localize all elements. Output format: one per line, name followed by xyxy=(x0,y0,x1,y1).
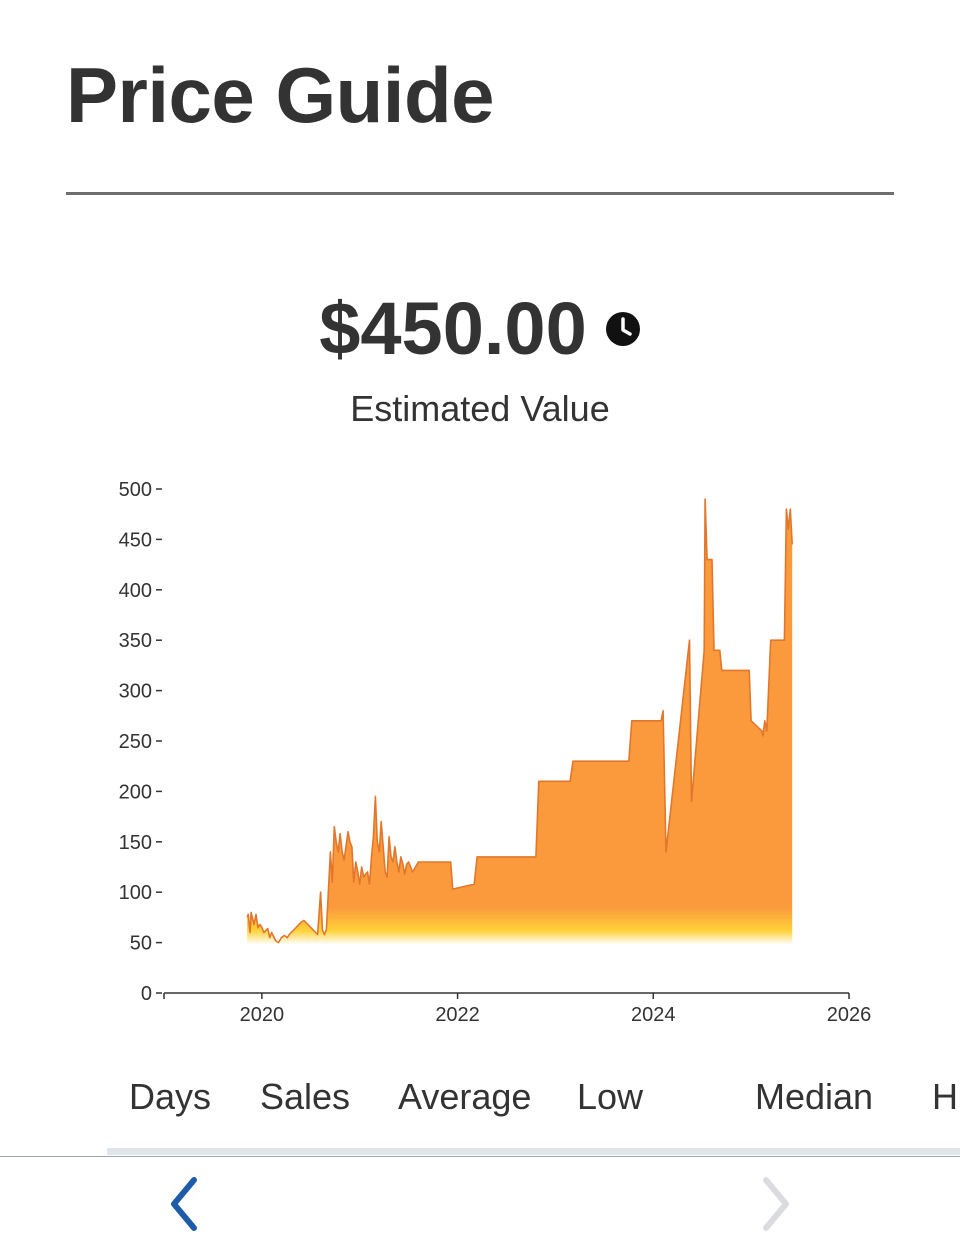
next-button[interactable] xyxy=(746,1172,806,1236)
y-tick-label: 150 xyxy=(119,832,152,854)
y-tick-label: 400 xyxy=(119,580,152,602)
x-tick-label: 2026 xyxy=(827,1004,872,1026)
clock-icon[interactable] xyxy=(605,311,641,347)
y-tick-label: 0 xyxy=(141,983,152,1005)
estimate-row: $450.00 xyxy=(0,286,960,371)
horizontal-scrollbar[interactable] xyxy=(107,1148,960,1155)
plot-area xyxy=(246,498,793,947)
chevron-left-icon xyxy=(171,1177,197,1231)
y-tick-label: 450 xyxy=(119,529,152,551)
nav-divider xyxy=(0,1156,960,1157)
column-average[interactable]: Average xyxy=(398,1076,532,1117)
chevron-right-icon xyxy=(763,1177,789,1231)
x-tick-label: 2022 xyxy=(435,1004,480,1026)
x-tick-label: 2024 xyxy=(631,1004,676,1026)
column-median[interactable]: Median xyxy=(755,1076,874,1117)
y-tick-label: 300 xyxy=(119,681,152,703)
estimated-value-label: Estimated Value xyxy=(350,388,610,429)
stats-column-headers[interactable]: Days Sales Average Low Median H xyxy=(0,1076,960,1126)
column-days[interactable]: Days xyxy=(129,1076,212,1117)
x-axis: 2020 2022 2024 2026 xyxy=(163,992,872,1026)
title-divider xyxy=(66,192,894,195)
page-title: Price Guide xyxy=(66,51,495,139)
x-tick-label: 2020 xyxy=(240,1004,285,1026)
y-tick-label: 200 xyxy=(119,781,152,803)
column-high[interactable]: H xyxy=(932,1076,958,1117)
y-tick-label: 50 xyxy=(130,933,152,955)
previous-button[interactable] xyxy=(154,1172,214,1236)
series-area xyxy=(247,499,793,947)
y-tick-label: 500 xyxy=(119,479,152,501)
estimated-price: $450.00 xyxy=(319,287,587,370)
series-line xyxy=(246,498,793,944)
y-tick-label: 250 xyxy=(119,731,152,753)
column-sales[interactable]: Sales xyxy=(260,1076,351,1117)
y-tick-label: 350 xyxy=(119,630,152,652)
y-axis: 0 50 100 150 200 250 300 350 400 450 500 xyxy=(119,479,162,1005)
y-tick-label: 100 xyxy=(119,882,152,904)
column-low[interactable]: Low xyxy=(577,1076,644,1117)
